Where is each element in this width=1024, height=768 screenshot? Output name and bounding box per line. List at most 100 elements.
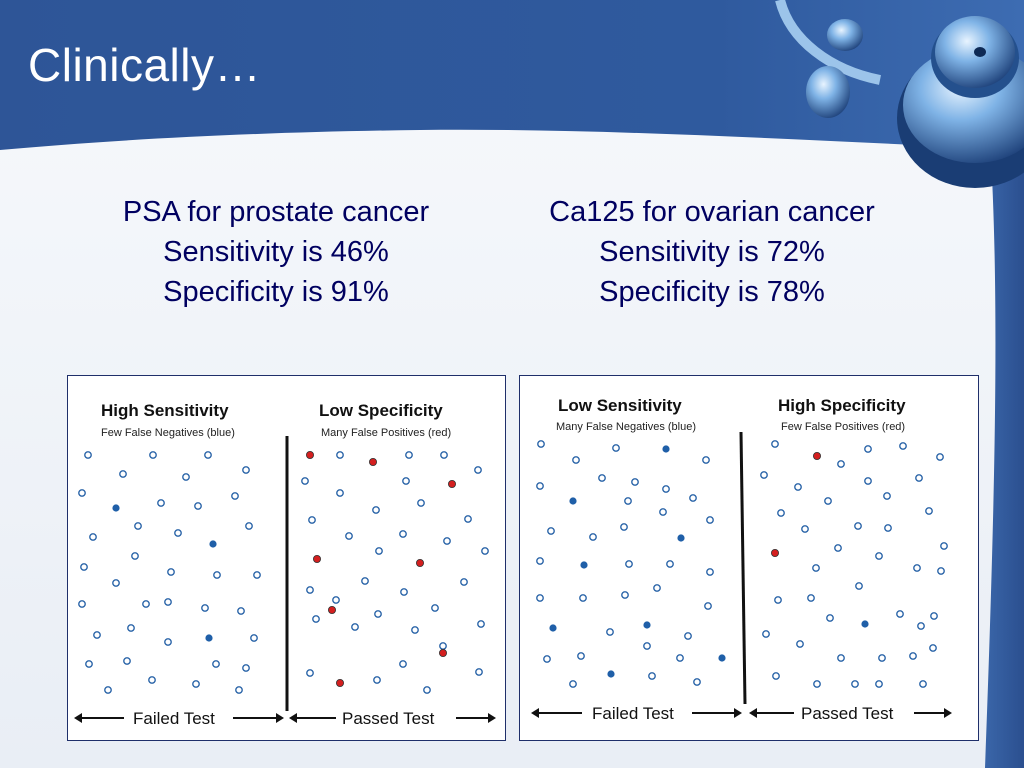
open-dot [662, 485, 670, 493]
open-dot [837, 460, 845, 468]
false-positive-dot [415, 558, 424, 567]
false-positive-dot [447, 480, 456, 489]
open-dot [372, 506, 380, 514]
open-dot [164, 598, 172, 606]
open-dot [777, 509, 785, 517]
open-dot [621, 591, 629, 599]
open-dot [164, 638, 172, 646]
sensitivity-text: Sensitivity is 72% [599, 236, 825, 268]
open-dot [93, 631, 101, 639]
false-positive-dot [368, 458, 377, 467]
open-dot [536, 557, 544, 565]
open-dot [182, 473, 190, 481]
open-dot [148, 676, 156, 684]
open-dot [620, 523, 628, 531]
open-dot [706, 516, 714, 524]
open-dot [917, 622, 925, 630]
open-dot [624, 497, 632, 505]
open-dot [631, 478, 639, 486]
passed-arrow [289, 713, 496, 723]
false-positive-dot [335, 678, 344, 687]
open-dot [940, 542, 948, 550]
specificity-text: Specificity is 78% [599, 276, 825, 308]
open-dot [431, 604, 439, 612]
ca125-diagram-panel: Low Sensitivity Many False Negatives (bl… [519, 375, 979, 741]
open-dot [443, 537, 451, 545]
left-section-title: High Sensitivity [101, 401, 229, 420]
ca125-info: Ca125 for ovarian cancer Sensitivity is … [502, 192, 922, 312]
left-section-subtitle: Few False Negatives (blue) [101, 427, 235, 439]
open-dot [572, 456, 580, 464]
open-dot [405, 451, 413, 459]
open-dot [794, 483, 802, 491]
open-dot [242, 466, 250, 474]
open-dot [204, 451, 212, 459]
open-dot [854, 522, 862, 530]
failed-test-label: Failed Test [133, 709, 215, 728]
open-dot [336, 489, 344, 497]
psa-info: PSA for prostate cancer Sensitivity is 4… [66, 192, 486, 312]
open-dot [194, 502, 202, 510]
failed-arrow [74, 713, 284, 723]
open-dot [547, 527, 555, 535]
open-dot [306, 586, 314, 594]
open-dot [919, 680, 927, 688]
passed-test-label: Passed Test [342, 709, 435, 728]
false-negative-dot [209, 540, 217, 548]
open-dot [913, 564, 921, 572]
false-positive-dot [438, 648, 447, 657]
open-dot [332, 596, 340, 604]
failed-test-label: Failed Test [592, 704, 674, 723]
open-dot [399, 660, 407, 668]
right-section-subtitle: Many False Positives (red) [321, 427, 451, 439]
open-dot [899, 442, 907, 450]
open-dot [706, 568, 714, 576]
open-dot [936, 453, 944, 461]
false-positive-dot [327, 605, 336, 614]
right-section-subtitle: Few False Positives (red) [781, 421, 905, 433]
open-dot [231, 492, 239, 500]
open-dot [245, 522, 253, 530]
open-dot [824, 497, 832, 505]
open-dot [375, 547, 383, 555]
left-section-subtitle: Many False Negatives (blue) [556, 421, 696, 433]
psa-diagram-panel: High Sensitivity Few False Negatives (bl… [67, 375, 506, 741]
open-dot [826, 614, 834, 622]
open-dot [883, 492, 891, 500]
dot-field [536, 440, 948, 688]
open-dot [336, 451, 344, 459]
open-dot [577, 652, 585, 660]
open-dot [693, 678, 701, 686]
open-dot [653, 584, 661, 592]
open-dot [253, 571, 261, 579]
ca125-diagram: Low Sensitivity Many False Negatives (bl… [524, 388, 976, 728]
open-dot [89, 533, 97, 541]
open-dot [373, 676, 381, 684]
open-dot [237, 607, 245, 615]
specificity-text: Specificity is 91% [163, 276, 389, 308]
open-dot [78, 489, 86, 497]
left-section-title: Low Sensitivity [558, 396, 682, 415]
open-dot [579, 594, 587, 602]
open-dot [937, 567, 945, 575]
open-dot [772, 672, 780, 680]
open-dot [676, 654, 684, 662]
open-dot [84, 451, 92, 459]
open-dot [536, 482, 544, 490]
open-dot [702, 456, 710, 464]
open-dot [537, 440, 545, 448]
open-dot [112, 579, 120, 587]
open-dot [925, 507, 933, 515]
right-section-title: Low Specificity [319, 401, 443, 420]
open-dot [796, 640, 804, 648]
test-name: PSA for prostate cancer [122, 196, 430, 228]
false-negative-dot [677, 534, 685, 542]
sensitivity-text: Sensitivity is 46% [163, 236, 389, 268]
open-dot [201, 604, 209, 612]
open-dot [464, 515, 472, 523]
open-dot [134, 522, 142, 530]
open-dot [440, 451, 448, 459]
false-positive-dot [305, 451, 314, 460]
open-dot [192, 680, 200, 688]
